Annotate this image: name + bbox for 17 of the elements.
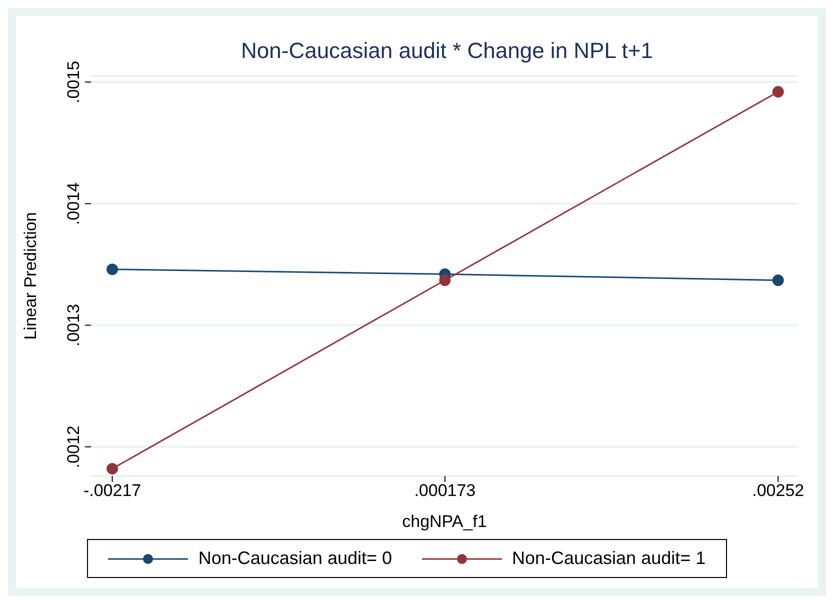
y-tick-label: .0014	[64, 182, 83, 225]
legend-label: Non-Caucasian audit= 0	[198, 548, 392, 569]
point	[106, 264, 118, 276]
point	[439, 274, 451, 286]
x-tick-label: -.00217	[83, 481, 142, 500]
legend-label: Non-Caucasian audit= 1	[512, 548, 706, 569]
x-tick-label: .00252	[752, 481, 804, 500]
y-tick-label: .0012	[64, 426, 83, 468]
y-axis-title: Linear Prediction	[21, 212, 40, 340]
y-tick-label: .0013	[64, 304, 83, 347]
x-axis-title: chgNPA_f1	[402, 512, 487, 531]
chart-title: Non-Caucasian audit * Change in NPL t+1	[241, 38, 653, 63]
x-tick-label: .000173	[414, 481, 476, 500]
y-tick-label: .0015	[64, 60, 83, 104]
point	[772, 86, 784, 98]
point	[772, 274, 784, 286]
point	[106, 462, 118, 474]
